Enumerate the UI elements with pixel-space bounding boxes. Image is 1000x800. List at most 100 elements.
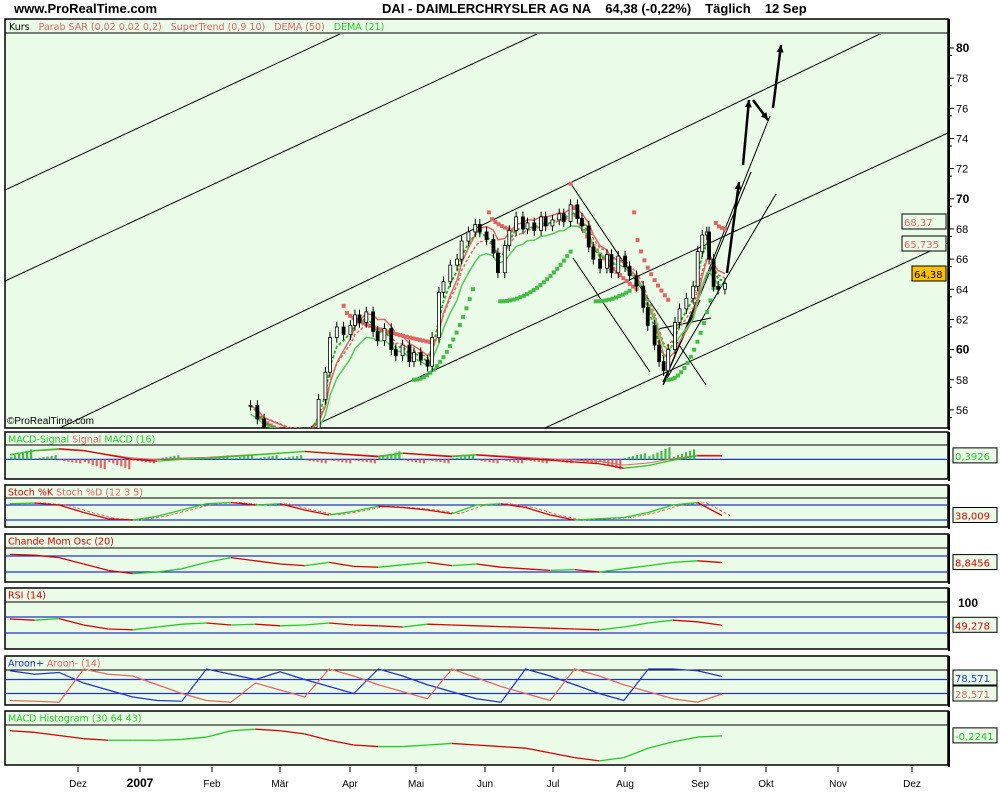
candle-body xyxy=(496,252,500,274)
candle-body xyxy=(700,234,705,252)
panel-3 xyxy=(4,533,949,583)
candle-body xyxy=(364,311,369,323)
macd-bar xyxy=(439,459,442,463)
macd-bar xyxy=(631,456,634,460)
sar-dot xyxy=(655,283,660,288)
last-value-label: 28,571 xyxy=(955,690,990,701)
arrow-shaft xyxy=(741,99,751,166)
indicator-segment xyxy=(304,561,330,567)
macd-bar xyxy=(59,459,62,461)
macd-bar xyxy=(250,455,254,460)
last-value-label: 0,3926 xyxy=(955,452,990,463)
macd-bar xyxy=(320,459,323,463)
sar-dot xyxy=(354,318,359,323)
sar-dot xyxy=(701,320,706,325)
indicator-segment xyxy=(181,622,207,625)
sar-dot xyxy=(428,370,433,375)
indicator-segment xyxy=(83,624,109,630)
sar-dot xyxy=(503,225,508,230)
sar-dot xyxy=(548,273,553,278)
sar-dot xyxy=(427,340,432,345)
macd-bar xyxy=(83,459,86,462)
indicator-segment xyxy=(451,563,477,567)
candle-body xyxy=(353,314,357,326)
y-tick-label: 60 xyxy=(956,343,970,357)
indicator-segment xyxy=(574,518,600,521)
sar-dot xyxy=(705,310,710,315)
candle-body xyxy=(711,258,716,287)
macd-bar xyxy=(50,455,53,460)
indicator-segment xyxy=(427,623,452,626)
candle-body xyxy=(348,325,353,335)
indicator-segment xyxy=(108,518,133,521)
indicator-segment xyxy=(427,561,453,567)
macd-bar xyxy=(652,454,655,460)
candle-body xyxy=(255,404,260,420)
macd-bar xyxy=(660,450,663,460)
y-tick-label: 64 xyxy=(956,284,968,296)
indicator-segment xyxy=(132,571,158,575)
candle-body xyxy=(473,224,478,233)
macd-bar xyxy=(38,457,41,460)
chart-layer: Kurs Parab SAR (0,02 0,02 0,2) SuperTrend … xyxy=(4,18,998,790)
indicator-segment xyxy=(451,454,477,458)
candle-body xyxy=(561,213,566,222)
candle-body xyxy=(491,239,496,254)
macd-bar xyxy=(349,459,352,464)
indicator-segment xyxy=(697,560,723,564)
sar-dot xyxy=(518,295,523,300)
indicator-segment xyxy=(181,457,207,461)
sar-dot xyxy=(565,254,570,259)
indicator-segment xyxy=(525,457,551,461)
candle-body xyxy=(657,344,662,363)
sar-dot xyxy=(506,227,511,232)
sar-dot xyxy=(596,299,601,304)
indicator-segment xyxy=(402,623,428,628)
candle-body xyxy=(539,216,543,231)
macd-bar xyxy=(242,456,246,460)
sar-dot xyxy=(525,292,530,297)
candle-body xyxy=(400,344,405,357)
candle-body xyxy=(543,216,548,227)
macd-bar xyxy=(635,455,638,460)
macd-bar xyxy=(394,452,397,460)
arrow-shaft xyxy=(771,44,783,109)
macd-bar xyxy=(161,457,164,460)
indicator-segment xyxy=(255,503,281,506)
macd-bar xyxy=(157,458,160,460)
macd-bar xyxy=(414,459,418,463)
macd-bar xyxy=(91,459,94,465)
indicator-segment xyxy=(59,448,84,452)
macd-bar xyxy=(67,459,70,462)
sar-dot xyxy=(374,326,379,331)
panel-title-part: Stoch %K xyxy=(8,488,56,499)
sar-dot xyxy=(627,281,632,286)
sar-dot xyxy=(610,296,615,301)
sar-dot xyxy=(417,337,422,342)
panel-title-part: RSI (14) xyxy=(8,591,46,602)
sar-dot xyxy=(688,354,693,359)
sar-dot xyxy=(713,220,718,225)
sar-dot xyxy=(698,330,703,335)
indicator-segment xyxy=(402,744,428,748)
sar-dot xyxy=(434,364,439,369)
macd-bar xyxy=(14,455,17,460)
macd-bar xyxy=(676,455,680,460)
indicator-segment xyxy=(34,554,60,559)
sar-dot xyxy=(490,217,495,222)
candle-body xyxy=(382,328,387,341)
candle-body xyxy=(484,231,489,240)
candle-body xyxy=(575,204,580,219)
macd-bar xyxy=(120,459,123,467)
macd-bar xyxy=(607,459,610,465)
indicator-segment xyxy=(697,621,723,626)
indicator-segment xyxy=(550,514,575,521)
panel-0 xyxy=(4,18,949,429)
indicator-segment xyxy=(58,504,84,514)
indicator-segment xyxy=(83,449,109,456)
macd-bar xyxy=(292,456,295,460)
sar-dot xyxy=(682,366,687,371)
sar-dot xyxy=(719,225,724,230)
trend-line xyxy=(5,34,342,191)
indicator-segment xyxy=(329,622,354,626)
